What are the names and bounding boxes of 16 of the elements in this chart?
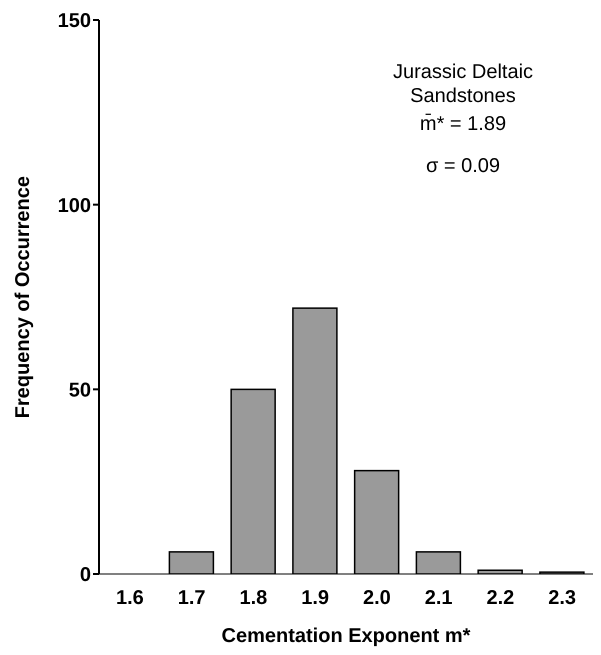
x-tick-label: 1.9: [301, 587, 330, 610]
x-tick-label: 1.7: [178, 587, 206, 610]
y-tick-label: 150: [58, 10, 91, 32]
x-tick-label: 2.2: [486, 587, 514, 610]
x-axis-title: Cementation Exponent m*: [222, 625, 471, 647]
y-tick-label: 50: [68, 379, 91, 402]
annotation: m̄* = 1.89: [418, 112, 508, 136]
x-tick-label: 2.1: [424, 587, 453, 610]
y-tick-label: 0: [80, 564, 91, 586]
x-tick-label: 2.3: [548, 587, 576, 610]
x-tick-label: 2.0: [362, 587, 391, 610]
x-tick-label: 1.6: [116, 587, 144, 610]
x-tick-label: 1.8: [239, 587, 268, 610]
y-tick-label: 100: [58, 194, 91, 217]
annotation: σ = 0.09: [424, 154, 502, 178]
y-axis-title: Frequency of Occurrence: [12, 176, 35, 418]
